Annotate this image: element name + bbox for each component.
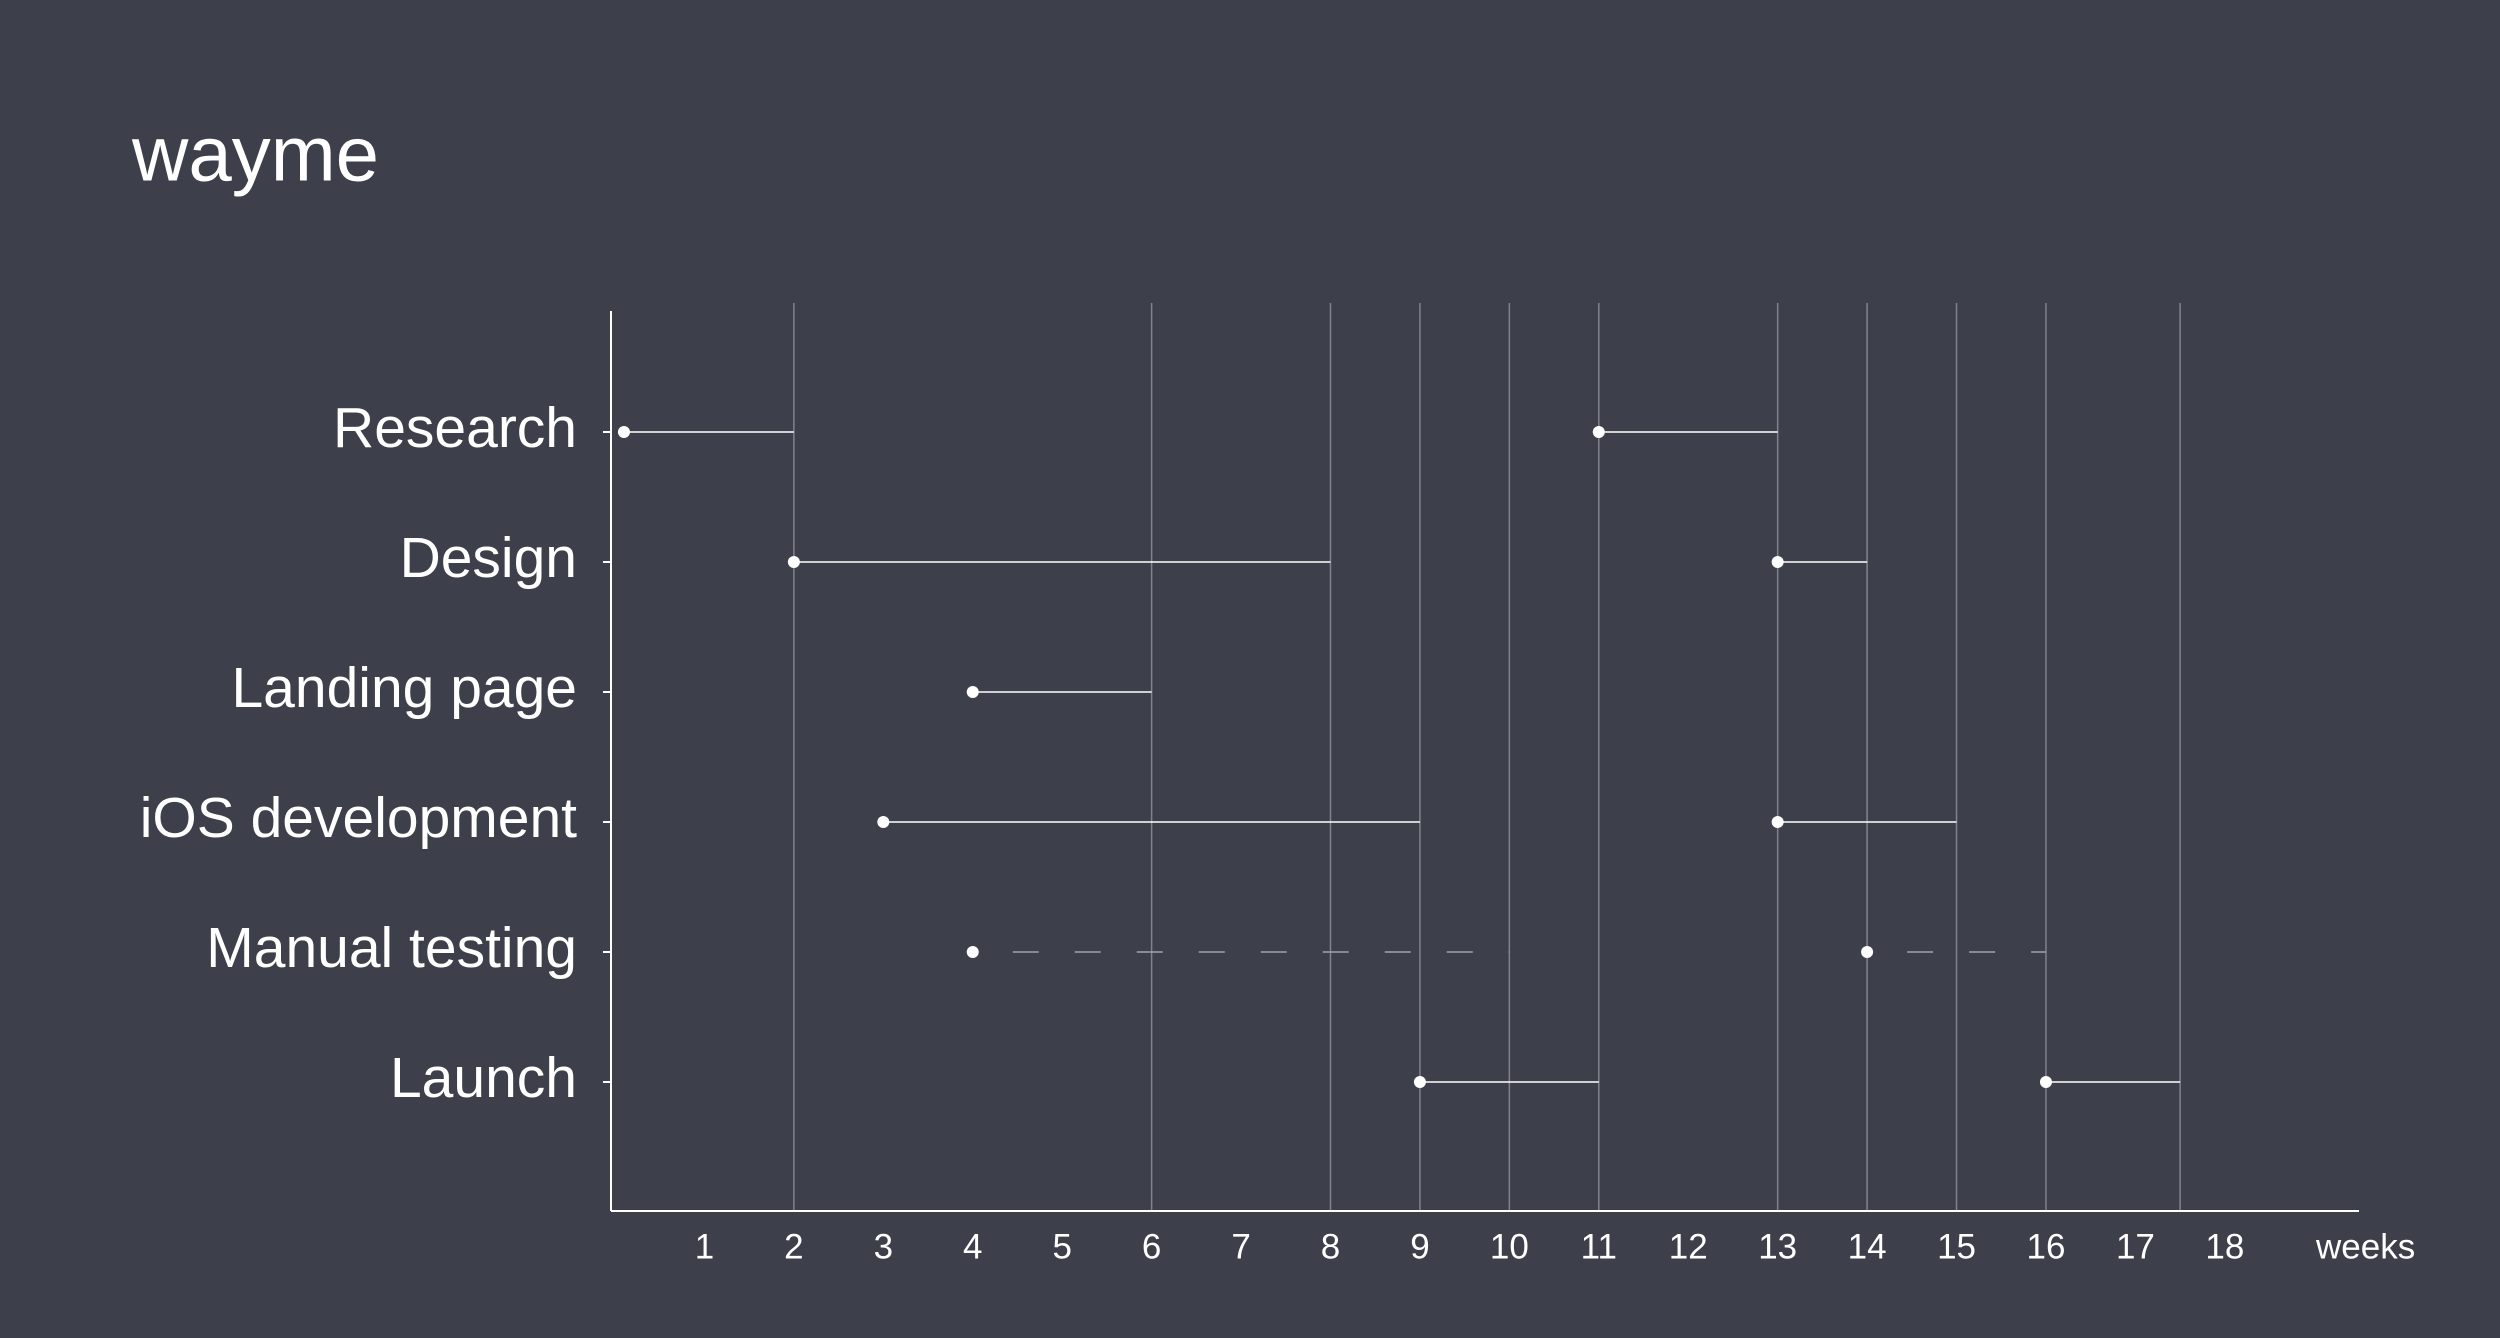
x-tick-label: 15 xyxy=(1937,1227,1976,1266)
segment-start xyxy=(787,556,800,568)
task-label: Landing page xyxy=(231,656,577,720)
chart-title: wayme xyxy=(131,110,379,198)
x-tick-label: 16 xyxy=(2027,1227,2066,1266)
x-tick-label: 9 xyxy=(1410,1227,1429,1266)
x-tick-label: 11 xyxy=(1581,1227,1617,1266)
x-tick-label: 8 xyxy=(1321,1227,1340,1266)
x-tick-label: 4 xyxy=(963,1227,982,1266)
segment-start xyxy=(1771,556,1784,568)
segment-start xyxy=(1413,1076,1426,1088)
x-tick-label: 17 xyxy=(2116,1227,2155,1266)
task-label: Research xyxy=(333,396,577,460)
segment-start xyxy=(877,816,890,828)
task-label: Manual testing xyxy=(206,916,577,980)
segment-start xyxy=(1861,946,1874,958)
x-tick-label: 14 xyxy=(1848,1227,1887,1266)
task-label: Launch xyxy=(390,1046,577,1110)
x-tick-label: 10 xyxy=(1490,1227,1529,1266)
segment-start xyxy=(966,686,979,698)
segment-start xyxy=(2039,1076,2052,1088)
x-tick-label: 5 xyxy=(1052,1227,1071,1266)
task-label: iOS development xyxy=(140,786,577,850)
segment-start xyxy=(617,426,630,438)
x-axis-label: weeks xyxy=(2315,1227,2415,1266)
task-label: Design xyxy=(400,526,577,590)
x-tick-label: 18 xyxy=(2205,1227,2244,1266)
x-tick-label: 6 xyxy=(1142,1227,1161,1266)
x-tick-label: 13 xyxy=(1758,1227,1797,1266)
x-tick-label: 7 xyxy=(1231,1227,1250,1266)
x-tick-label: 1 xyxy=(695,1227,714,1266)
segment-start xyxy=(1592,426,1605,438)
x-tick-label: 3 xyxy=(874,1227,893,1266)
segment-start xyxy=(966,946,979,958)
x-tick-label: 12 xyxy=(1669,1227,1708,1266)
segment-start xyxy=(1771,816,1784,828)
x-tick-label: 2 xyxy=(784,1227,803,1266)
